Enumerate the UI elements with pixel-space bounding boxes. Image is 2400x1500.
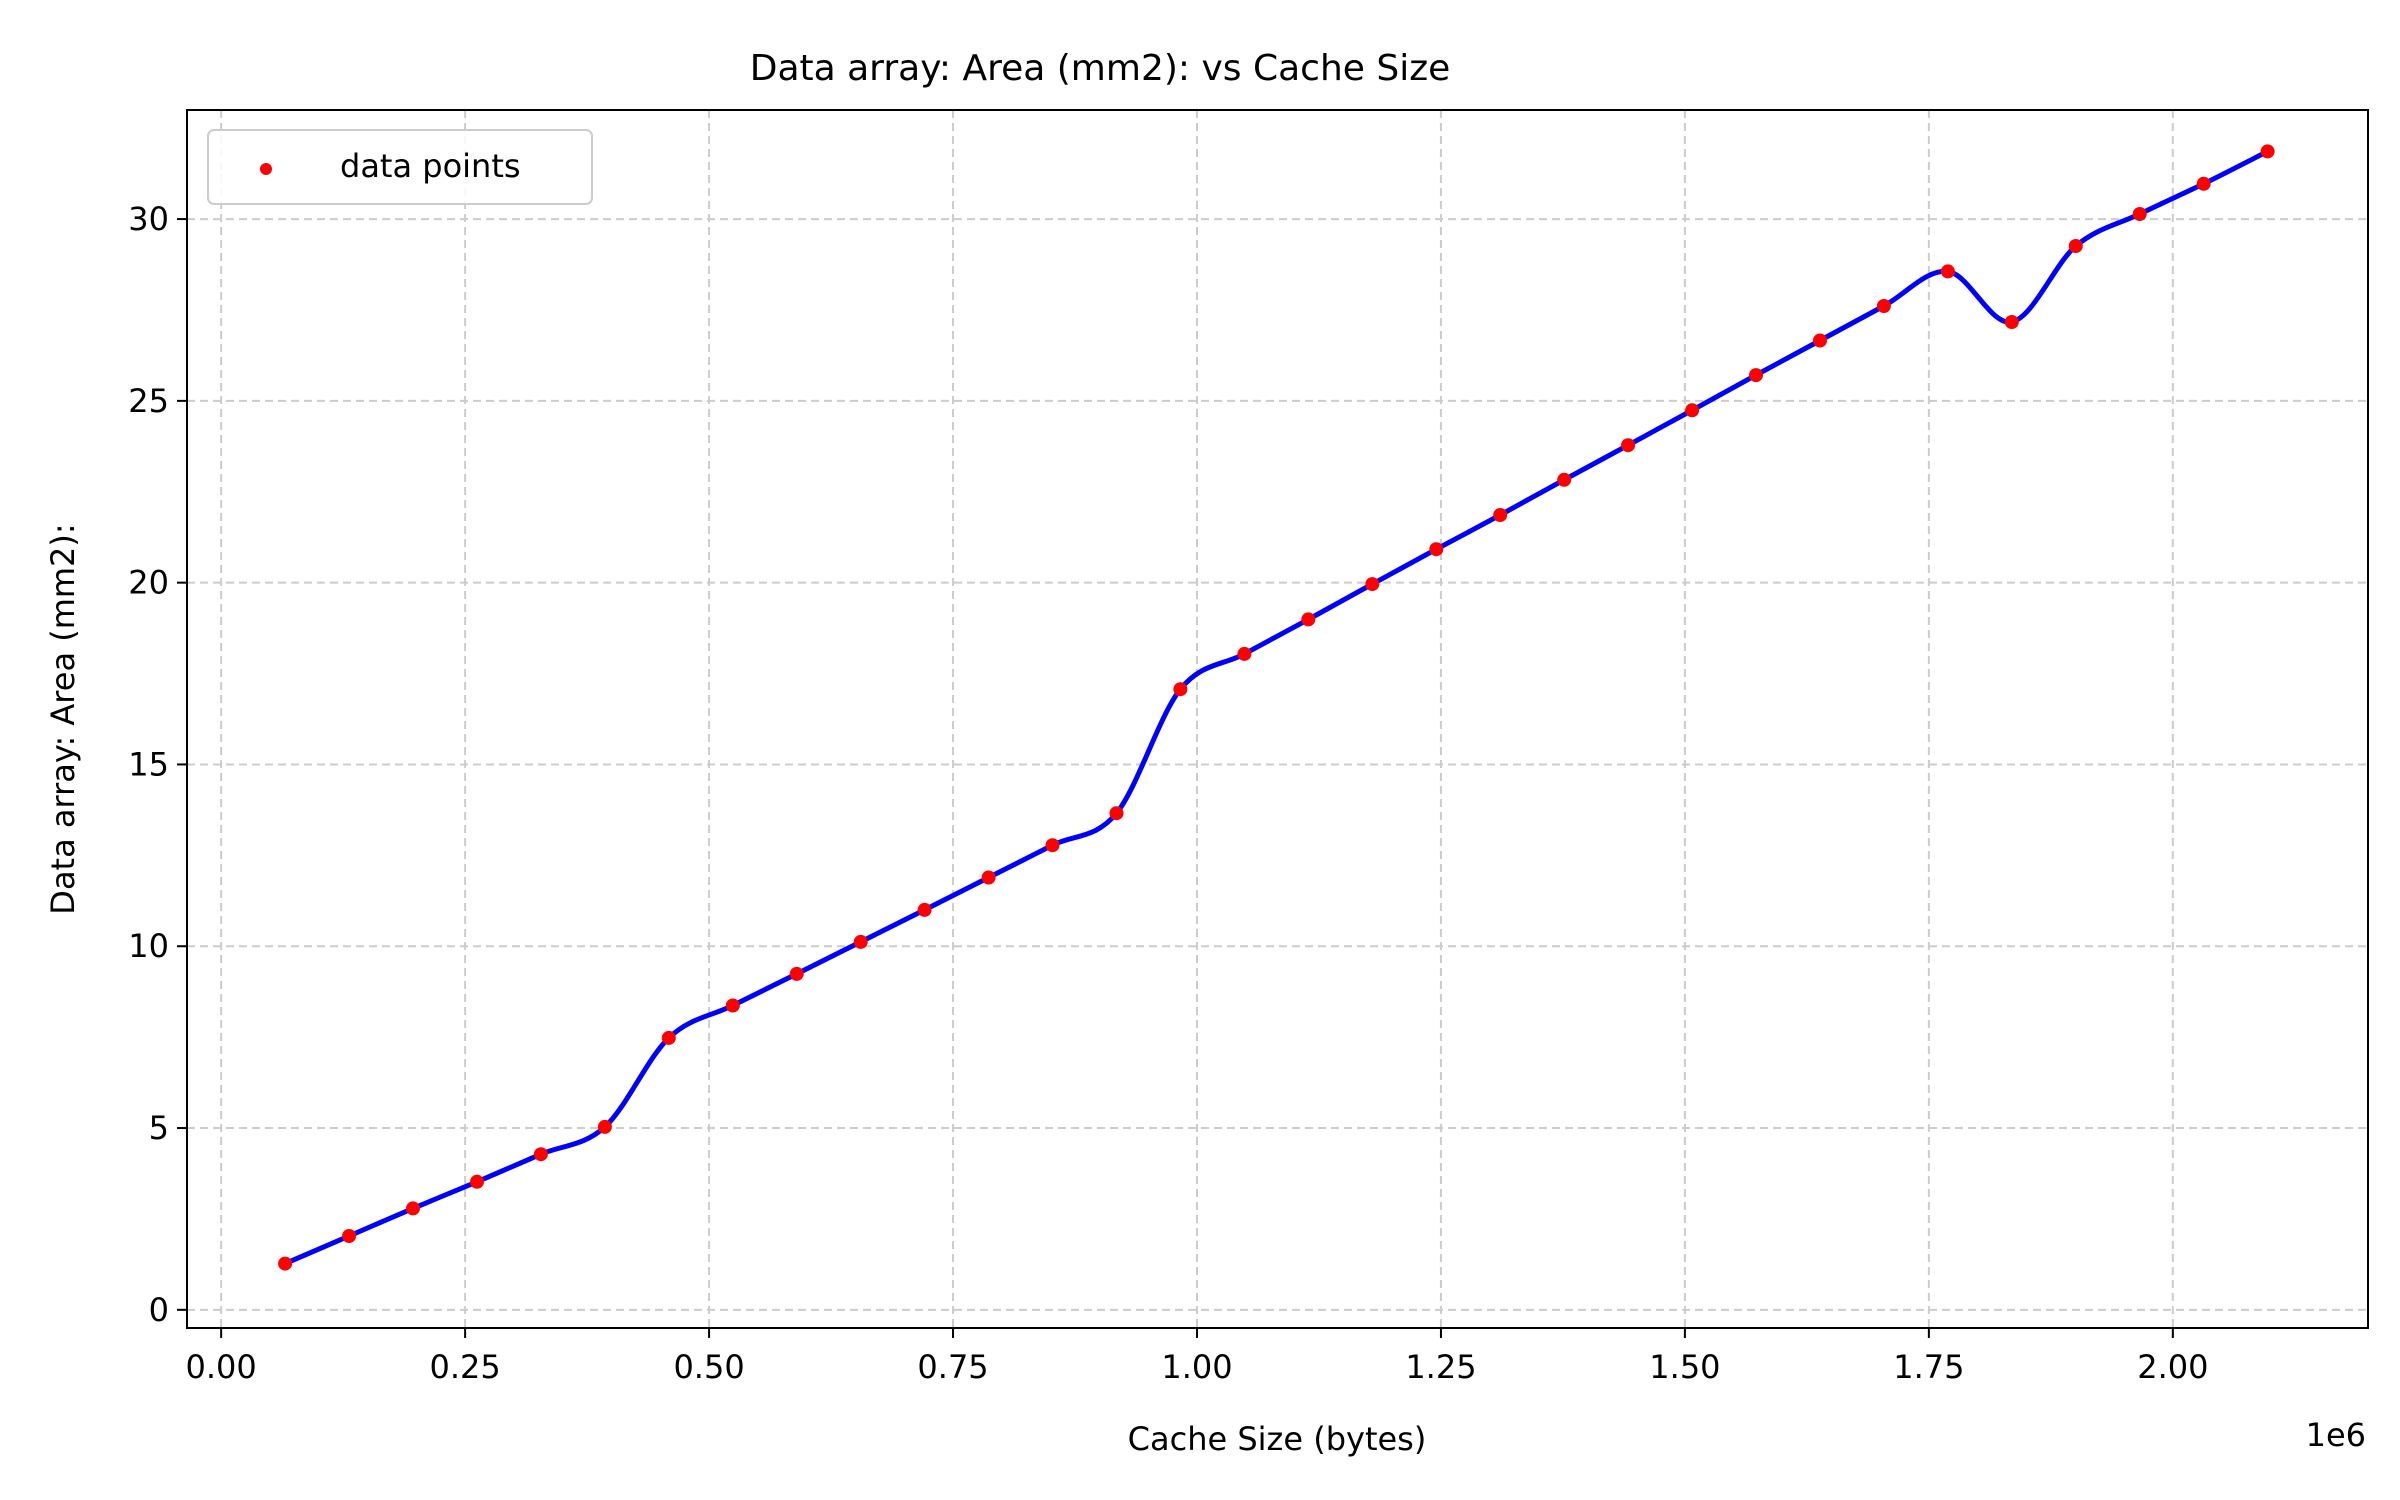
x-tick-label: 0.50 (673, 1348, 744, 1386)
data-point (597, 1119, 612, 1134)
x-tick-label: 1.00 (1161, 1348, 1232, 1386)
x-tick-label: 0.75 (917, 1348, 988, 1386)
data-point (1429, 542, 1444, 557)
y-axis-ticks: 0 5 10 15 20 25 30 (128, 200, 187, 1329)
y-tick-label: 30 (128, 200, 169, 238)
data-point (406, 1201, 420, 1216)
y-tick-label: 10 (128, 927, 169, 965)
data-point (917, 902, 932, 917)
data-point (1045, 838, 1060, 853)
data-point (1557, 472, 1572, 487)
data-point (342, 1229, 357, 1243)
x-tick-label: 1.25 (1405, 1348, 1476, 1386)
data-point (2132, 207, 2147, 221)
x-tick-label: 0.00 (186, 1348, 257, 1386)
data-point (533, 1147, 548, 1162)
data-point (981, 870, 996, 885)
data-point (1749, 368, 1763, 383)
legend-box (207, 129, 593, 205)
data-point (1301, 612, 1316, 627)
data-point (2196, 176, 2211, 191)
chart-title: Data array: Area (mm2): vs Cache Size (750, 48, 1451, 89)
y-tick-label: 25 (128, 382, 169, 420)
data-point (1493, 508, 1508, 522)
data-point (1876, 299, 1891, 313)
data-point (2260, 144, 2275, 159)
plot-frame (186, 109, 2369, 1329)
data-point (470, 1174, 484, 1189)
x-axis-ticks: 0.00 0.25 0.50 0.75 1.00 1.25 1.50 1.75 2.00 (186, 1328, 2208, 1386)
data-point (1685, 403, 1700, 418)
data-point (661, 1030, 676, 1045)
data-point (278, 1256, 293, 1271)
data-points-layer (278, 144, 2275, 1271)
y-tick-label: 0 (149, 1291, 169, 1329)
data-point (1940, 264, 1955, 279)
y-tick-label: 20 (128, 564, 169, 602)
legend-label: data points (340, 147, 521, 185)
data-point (1365, 577, 1380, 592)
x-tick-label: 2.00 (2137, 1348, 2208, 1386)
data-point (789, 966, 804, 981)
x-axis-label: Cache Size (bytes) (1128, 1420, 1427, 1458)
data-point (1237, 646, 1252, 661)
data-point (725, 998, 740, 1013)
legend-marker (260, 163, 272, 175)
y-tick-label: 15 (128, 745, 169, 783)
x-axis-offset-label: 1e6 (2306, 1416, 2366, 1454)
data-point (1813, 333, 1827, 348)
y-axis-label: Data array: Area (mm2): (44, 523, 82, 914)
x-tick-label: 0.25 (429, 1348, 500, 1386)
data-point (2068, 239, 2083, 253)
x-tick-label: 1.50 (1649, 1348, 1720, 1386)
data-point (1621, 438, 1636, 453)
data-point (853, 934, 868, 949)
grid (187, 110, 2368, 1328)
legend: data points (207, 129, 593, 205)
x-tick-label: 1.75 (1893, 1348, 1964, 1386)
y-tick-label: 5 (149, 1109, 169, 1147)
data-point (2004, 315, 2019, 329)
data-point (1173, 682, 1188, 697)
data-point (1109, 806, 1124, 821)
